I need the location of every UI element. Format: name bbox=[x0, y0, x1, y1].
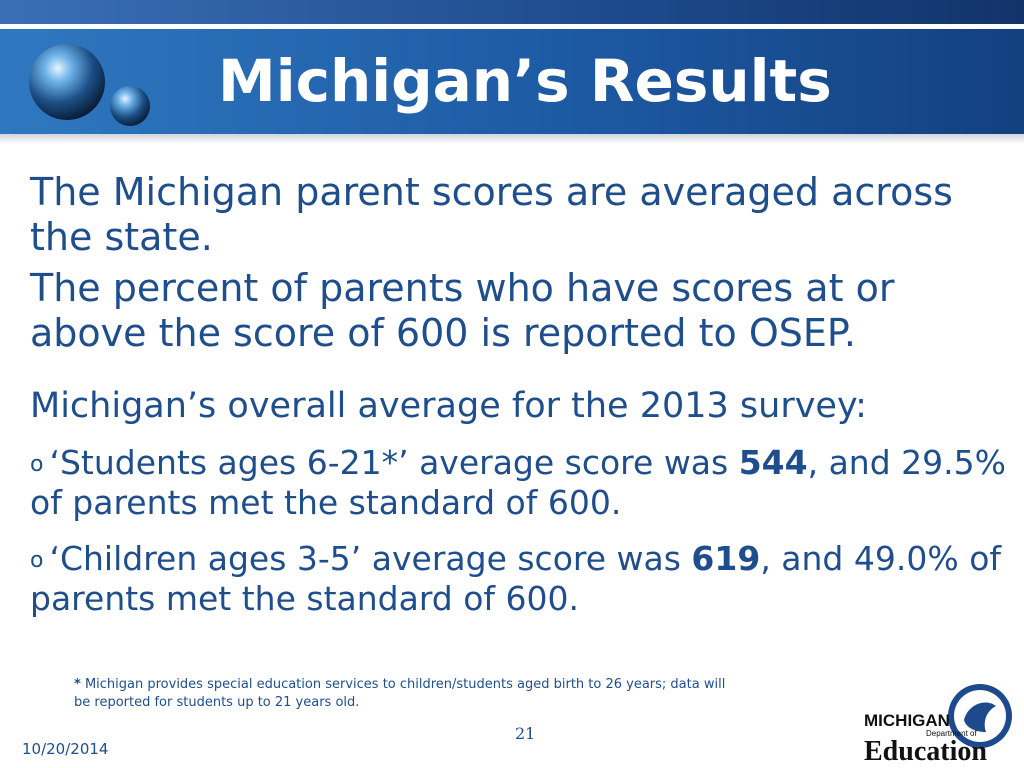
bullet-children-tail: , and 49.0% of parents met the standard … bbox=[30, 539, 1001, 618]
footnote-asterisk: * bbox=[74, 677, 81, 692]
bullet-marker-icon: o bbox=[30, 452, 44, 477]
bullet-students-text: ‘Students ages 6-21*’ average score was bbox=[49, 443, 739, 482]
page-number: 21 bbox=[515, 724, 536, 743]
header-divider bbox=[0, 24, 1024, 29]
page-title: Michigan’s Results bbox=[218, 47, 832, 115]
paragraph-percent: The percent of parents who have scores a… bbox=[30, 266, 895, 355]
footnote-text: Michigan provides special education serv… bbox=[74, 677, 726, 710]
slide-content: The Michigan parent scores are averaged … bbox=[30, 170, 1015, 618]
paragraph-averaged: The Michigan parent scores are averaged … bbox=[30, 170, 953, 259]
header-top-band bbox=[0, 0, 1024, 24]
children-score: 619 bbox=[691, 539, 761, 578]
paragraph-overall: Michigan’s overall average for the 2013 … bbox=[30, 386, 867, 426]
bullet-students-tail: , and 29.5% of parents met the standard … bbox=[30, 443, 1006, 522]
bullet-children: o ‘Children ages 3-5’ average score was 6… bbox=[30, 540, 1015, 618]
logo-line1: MICHIGAN bbox=[864, 711, 950, 730]
slide-date: 10/20/2014 bbox=[22, 740, 109, 758]
bullet-marker-icon: o bbox=[30, 548, 44, 573]
footnote: * Michigan provides special education se… bbox=[74, 676, 734, 712]
header-band bbox=[0, 29, 1024, 134]
bullet-students: o ‘Students ages 6-21*’ average score was… bbox=[30, 444, 1015, 522]
large-globe-icon bbox=[29, 44, 105, 120]
bullet-children-text: ‘Children ages 3-5’ average score was bbox=[49, 539, 692, 578]
logo-line2: Department of bbox=[926, 729, 977, 738]
header-shadow bbox=[0, 134, 1024, 144]
logo-line3: Education bbox=[864, 736, 987, 764]
globes-decoration-icon bbox=[29, 44, 150, 126]
small-globe-icon bbox=[110, 86, 150, 126]
students-score: 544 bbox=[738, 443, 808, 482]
michigan-education-logo: MICHIGAN Department of Education bbox=[864, 684, 1012, 764]
title-header: Michigan’s Results bbox=[0, 0, 1024, 144]
